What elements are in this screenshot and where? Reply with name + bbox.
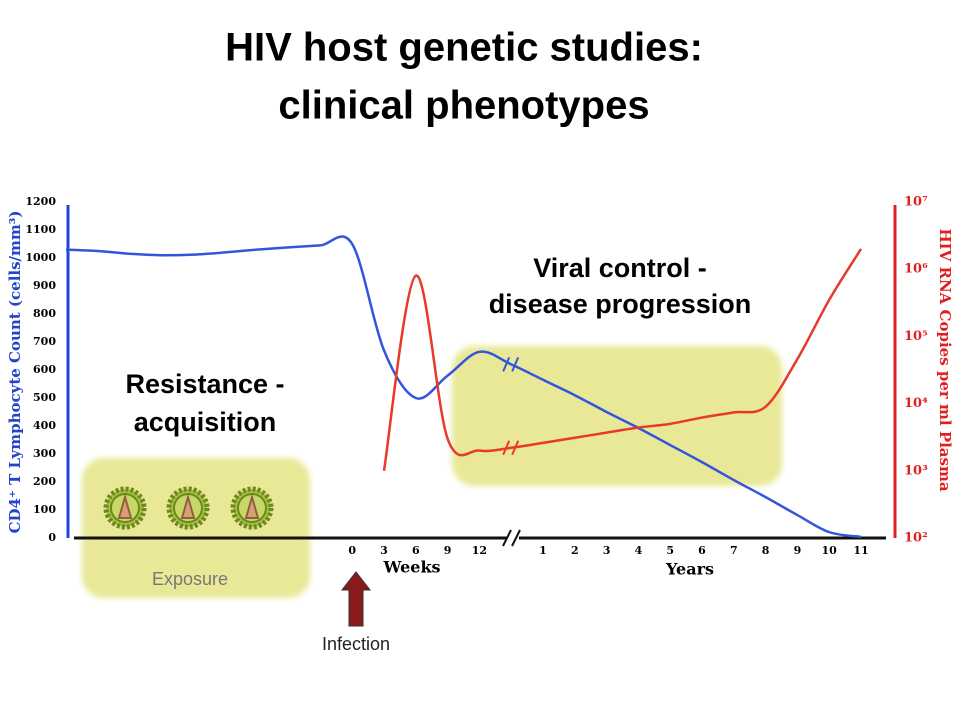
y2-tick-label: 10⁶: [904, 262, 928, 277]
y-tick-label: 600: [33, 363, 56, 376]
y-axis-label: CD4⁺ T Lymphocyte Count (cells/mm³): [6, 211, 24, 534]
y-tick-label: 100: [33, 503, 56, 516]
x-tick-label: 3: [380, 544, 388, 557]
x-tick-label: 2: [571, 544, 579, 557]
y2-tick-label: 10³: [904, 463, 928, 478]
y-tick-label: 800: [33, 307, 56, 320]
y2-axis-label: HIV RNA Copies per ml Plasma: [936, 228, 954, 491]
y2-tick-label: 10⁴: [904, 396, 928, 411]
y-tick-label: 300: [33, 447, 56, 460]
x-tick-label: 6: [698, 544, 706, 557]
y-tick-label: 1000: [25, 251, 56, 264]
y2-tick-label: 10⁵: [904, 329, 928, 344]
title-line: clinical phenotypes: [278, 84, 649, 128]
x-tick-label: 4: [635, 544, 643, 557]
x-tick-label: 1: [539, 544, 547, 557]
y2-tick-label: 10²: [904, 531, 928, 546]
virus-icons: [103, 486, 274, 530]
annotation: disease progression: [489, 289, 752, 319]
y-tick-label: 1200: [25, 195, 56, 208]
x-axis-label: Weeks: [382, 558, 440, 577]
y-tick-label: 200: [33, 475, 56, 488]
x-axis-label: Years: [665, 560, 714, 579]
x-tick-label: 5: [666, 544, 674, 557]
x-tick-label: 10: [822, 544, 838, 557]
annotation: Infection: [322, 634, 390, 654]
annotation: Viral control -: [533, 253, 707, 283]
annotation: Exposure: [152, 569, 228, 589]
y-tick-label: 500: [33, 391, 56, 404]
y-tick-label: 700: [33, 335, 56, 348]
x-tick-label: 9: [794, 544, 802, 557]
y2-tick-label: 10⁷: [904, 195, 928, 210]
y-tick-label: 1100: [25, 223, 56, 236]
x-tick-label: 0: [348, 544, 356, 557]
axis-break-marks: [502, 529, 521, 547]
annotation: Resistance -: [125, 369, 284, 399]
infection-arrow: [340, 571, 372, 627]
series-line: [382, 248, 863, 472]
x-tick-label: 3: [603, 544, 611, 557]
y-tick-label: 900: [33, 279, 56, 292]
annotation: acquisition: [134, 407, 277, 437]
x-tick-label: 9: [444, 544, 452, 557]
y-tick-label: 0: [48, 531, 56, 544]
x-tick-label: 7: [730, 544, 738, 557]
line-break-mark: [502, 440, 520, 456]
x-tick-label: 6: [412, 544, 420, 557]
title-line: HIV host genetic studies:: [225, 26, 703, 70]
series-line: [65, 235, 862, 539]
line-break-mark: [502, 357, 520, 372]
x-tick-label: 12: [472, 544, 487, 557]
y-tick-label: 400: [33, 419, 56, 432]
x-tick-label: 11: [853, 544, 868, 557]
x-tick-label: 8: [762, 544, 770, 557]
